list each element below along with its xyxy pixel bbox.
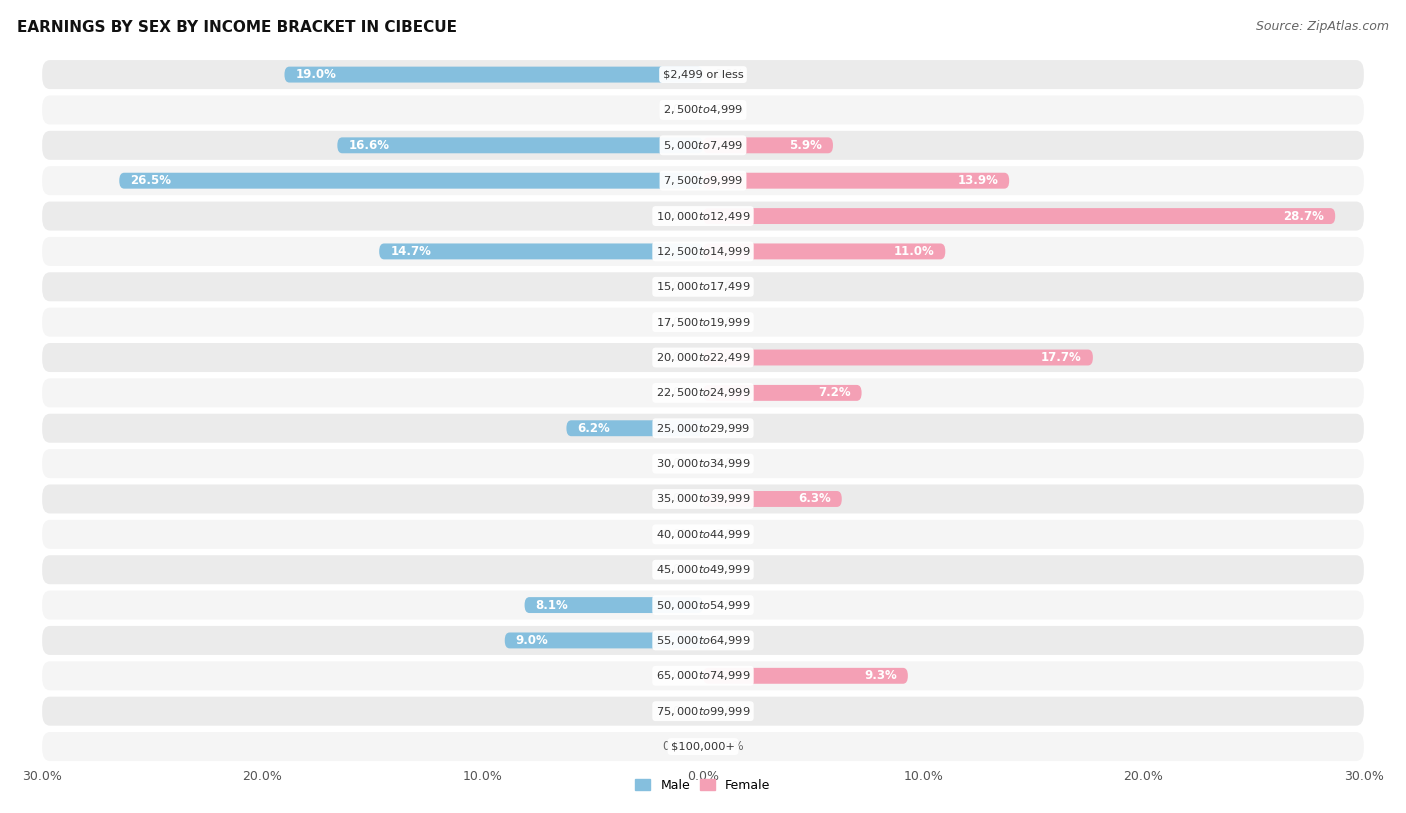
- Text: $45,000 to $49,999: $45,000 to $49,999: [655, 563, 751, 576]
- Text: 0.0%: 0.0%: [714, 634, 744, 647]
- FancyBboxPatch shape: [42, 697, 1364, 726]
- FancyBboxPatch shape: [42, 272, 1364, 302]
- FancyBboxPatch shape: [42, 414, 1364, 443]
- Text: 0.0%: 0.0%: [714, 68, 744, 81]
- FancyBboxPatch shape: [42, 485, 1364, 514]
- FancyBboxPatch shape: [703, 243, 945, 259]
- Text: 0.0%: 0.0%: [662, 705, 692, 718]
- Text: 0.0%: 0.0%: [714, 422, 744, 435]
- Text: 0.0%: 0.0%: [714, 740, 744, 753]
- FancyBboxPatch shape: [42, 661, 1364, 690]
- FancyBboxPatch shape: [703, 137, 832, 154]
- FancyBboxPatch shape: [42, 166, 1364, 195]
- Text: Source: ZipAtlas.com: Source: ZipAtlas.com: [1256, 20, 1389, 33]
- FancyBboxPatch shape: [42, 555, 1364, 585]
- Text: 7.2%: 7.2%: [818, 386, 851, 399]
- Text: 26.5%: 26.5%: [131, 174, 172, 187]
- Text: 28.7%: 28.7%: [1284, 210, 1324, 223]
- Text: $7,500 to $9,999: $7,500 to $9,999: [664, 174, 742, 187]
- Text: $20,000 to $22,499: $20,000 to $22,499: [655, 351, 751, 364]
- Text: $30,000 to $34,999: $30,000 to $34,999: [655, 457, 751, 470]
- FancyBboxPatch shape: [42, 307, 1364, 337]
- Text: 0.0%: 0.0%: [714, 563, 744, 576]
- Text: 0.0%: 0.0%: [714, 598, 744, 611]
- Text: 0.0%: 0.0%: [662, 740, 692, 753]
- FancyBboxPatch shape: [42, 520, 1364, 549]
- Text: $25,000 to $29,999: $25,000 to $29,999: [655, 422, 751, 435]
- FancyBboxPatch shape: [703, 208, 1336, 224]
- FancyBboxPatch shape: [284, 67, 703, 83]
- Legend: Male, Female: Male, Female: [630, 774, 776, 797]
- Text: 0.0%: 0.0%: [714, 705, 744, 718]
- Text: 0.0%: 0.0%: [662, 103, 692, 116]
- Text: $12,500 to $14,999: $12,500 to $14,999: [655, 245, 751, 258]
- Text: $10,000 to $12,499: $10,000 to $12,499: [655, 210, 751, 223]
- FancyBboxPatch shape: [42, 732, 1364, 761]
- Text: EARNINGS BY SEX BY INCOME BRACKET IN CIBECUE: EARNINGS BY SEX BY INCOME BRACKET IN CIB…: [17, 20, 457, 35]
- Text: $50,000 to $54,999: $50,000 to $54,999: [655, 598, 751, 611]
- Text: 0.0%: 0.0%: [662, 669, 692, 682]
- FancyBboxPatch shape: [567, 420, 703, 437]
- FancyBboxPatch shape: [337, 137, 703, 154]
- Text: $2,500 to $4,999: $2,500 to $4,999: [664, 103, 742, 116]
- FancyBboxPatch shape: [505, 633, 703, 649]
- Text: 0.0%: 0.0%: [662, 493, 692, 506]
- Text: 0.0%: 0.0%: [714, 315, 744, 328]
- Text: 11.0%: 11.0%: [894, 245, 934, 258]
- Text: $15,000 to $17,499: $15,000 to $17,499: [655, 280, 751, 293]
- Text: 0.0%: 0.0%: [662, 351, 692, 364]
- FancyBboxPatch shape: [42, 131, 1364, 160]
- Text: $5,000 to $7,499: $5,000 to $7,499: [664, 139, 742, 152]
- FancyBboxPatch shape: [703, 172, 1010, 189]
- Text: 0.0%: 0.0%: [714, 103, 744, 116]
- FancyBboxPatch shape: [524, 597, 703, 613]
- Text: $75,000 to $99,999: $75,000 to $99,999: [655, 705, 751, 718]
- FancyBboxPatch shape: [42, 449, 1364, 478]
- Text: 19.0%: 19.0%: [295, 68, 336, 81]
- Text: 0.0%: 0.0%: [662, 315, 692, 328]
- FancyBboxPatch shape: [42, 202, 1364, 231]
- Text: 13.9%: 13.9%: [957, 174, 998, 187]
- Text: 0.0%: 0.0%: [714, 457, 744, 470]
- Text: 0.0%: 0.0%: [714, 280, 744, 293]
- Text: $40,000 to $44,999: $40,000 to $44,999: [655, 528, 751, 541]
- Text: 0.0%: 0.0%: [714, 528, 744, 541]
- Text: $35,000 to $39,999: $35,000 to $39,999: [655, 493, 751, 506]
- Text: 9.3%: 9.3%: [865, 669, 897, 682]
- FancyBboxPatch shape: [703, 491, 842, 507]
- Text: 8.1%: 8.1%: [536, 598, 568, 611]
- Text: $65,000 to $74,999: $65,000 to $74,999: [655, 669, 751, 682]
- FancyBboxPatch shape: [42, 95, 1364, 124]
- FancyBboxPatch shape: [703, 385, 862, 401]
- FancyBboxPatch shape: [42, 343, 1364, 372]
- Text: 6.3%: 6.3%: [799, 493, 831, 506]
- Text: 0.0%: 0.0%: [662, 563, 692, 576]
- Text: 16.6%: 16.6%: [349, 139, 389, 152]
- Text: $55,000 to $64,999: $55,000 to $64,999: [655, 634, 751, 647]
- Text: $100,000+: $100,000+: [671, 741, 735, 751]
- FancyBboxPatch shape: [42, 626, 1364, 655]
- Text: 5.9%: 5.9%: [789, 139, 823, 152]
- FancyBboxPatch shape: [42, 378, 1364, 407]
- Text: 0.0%: 0.0%: [662, 528, 692, 541]
- FancyBboxPatch shape: [703, 350, 1092, 366]
- Text: 6.2%: 6.2%: [578, 422, 610, 435]
- Text: 14.7%: 14.7%: [391, 245, 432, 258]
- Text: 0.0%: 0.0%: [662, 386, 692, 399]
- FancyBboxPatch shape: [42, 60, 1364, 89]
- FancyBboxPatch shape: [703, 667, 908, 684]
- Text: $22,500 to $24,999: $22,500 to $24,999: [655, 386, 751, 399]
- Text: 17.7%: 17.7%: [1040, 351, 1081, 364]
- FancyBboxPatch shape: [120, 172, 703, 189]
- Text: 0.0%: 0.0%: [662, 280, 692, 293]
- Text: 9.0%: 9.0%: [516, 634, 548, 647]
- FancyBboxPatch shape: [42, 590, 1364, 620]
- FancyBboxPatch shape: [42, 237, 1364, 266]
- Text: 0.0%: 0.0%: [662, 457, 692, 470]
- Text: $2,499 or less: $2,499 or less: [662, 70, 744, 80]
- Text: 0.0%: 0.0%: [662, 210, 692, 223]
- Text: $17,500 to $19,999: $17,500 to $19,999: [655, 315, 751, 328]
- FancyBboxPatch shape: [380, 243, 703, 259]
